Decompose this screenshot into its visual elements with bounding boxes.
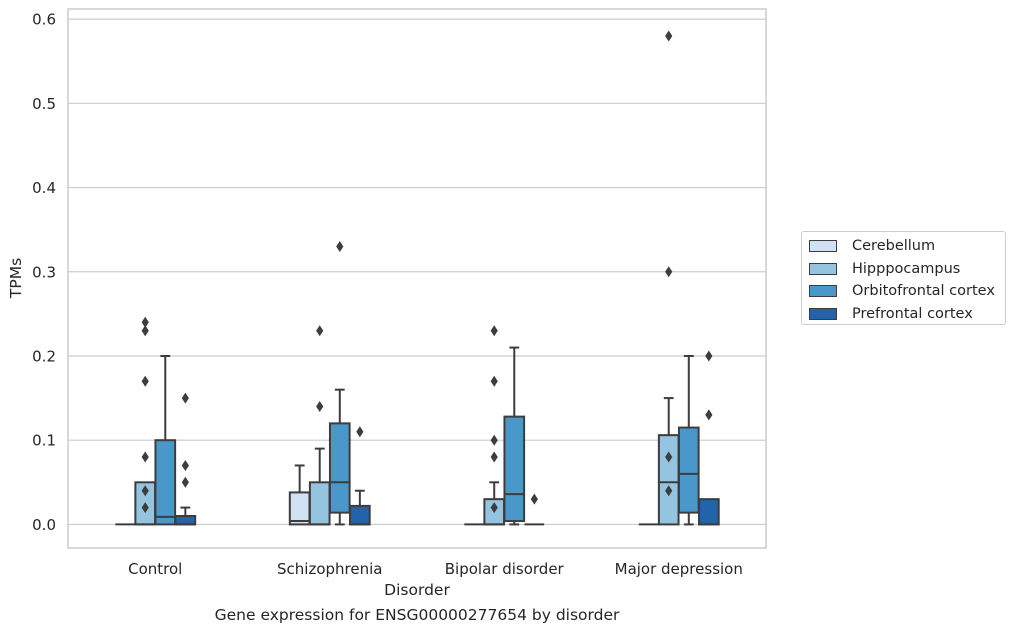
y-axis-label: TPMs (7, 258, 25, 299)
box-orbitofrontal-cortex (503, 346, 526, 526)
outlier-point (665, 30, 673, 42)
outlier-point (181, 392, 189, 404)
box-body (503, 415, 526, 523)
outlier-point (141, 325, 149, 337)
x-tick-label: Major depression (615, 560, 743, 578)
legend-item: Prefrontal cortex (809, 303, 1005, 326)
outlier-point (490, 451, 498, 463)
legend-swatch (809, 308, 837, 321)
outlier-point (530, 493, 538, 505)
y-tick-label: 0.6 (32, 11, 56, 29)
box-body (288, 491, 311, 526)
box-prefrontal-cortex (174, 392, 197, 526)
outlier-point (665, 485, 673, 497)
y-tick-label: 0.2 (32, 347, 56, 365)
legend-swatch (809, 285, 837, 298)
outlier-point (141, 375, 149, 387)
outlier-point (490, 434, 498, 446)
outlier-point (316, 325, 324, 337)
legend-label: Orbitofrontal cortex (852, 283, 995, 300)
x-tick-label: Schizophrenia (277, 560, 382, 578)
outlier-point (490, 325, 498, 337)
legend-label: Hipppocampus (852, 260, 961, 277)
outlier-point (141, 451, 149, 463)
outlier-point (141, 316, 149, 328)
outlier-point (665, 451, 673, 463)
box-prefrontal-cortex (698, 350, 720, 526)
outlier-point (141, 485, 149, 497)
x-tick-label: Control (128, 560, 182, 578)
box-body (308, 481, 331, 526)
outlier-point (705, 350, 713, 362)
box-body (657, 434, 680, 526)
legend-item: Cerebellum (809, 235, 1005, 258)
box-prefrontal-cortex (349, 426, 371, 526)
legend-label: Prefrontal cortex (852, 306, 973, 323)
box-orbitofrontal-cortex (154, 354, 177, 526)
legend-item: Orbitofrontal cortex (809, 280, 1005, 303)
y-tick-label: 0.1 (32, 432, 56, 450)
box-body (698, 498, 720, 526)
box-cerebellum (288, 464, 311, 526)
outlier-point (336, 240, 344, 252)
box-hipppocampus (308, 325, 331, 526)
outlier-point (665, 266, 673, 278)
box-body (677, 426, 700, 514)
grid-lines (68, 18, 766, 526)
axes: 0.0 0.1 0.2 0.3 0.4 0.5 0.6 Control Schizophreni… (32, 8, 767, 578)
legend-swatch (809, 262, 837, 275)
y-tick-label: 0.5 (32, 95, 56, 113)
y-tick-label: 0.0 (32, 516, 56, 534)
x-axis-label: Disorder (384, 581, 450, 599)
outlier-point (181, 459, 189, 471)
legend-swatch (809, 240, 837, 253)
axis-labels: Disorder TPMs (7, 258, 450, 599)
outlier-point (316, 401, 324, 413)
y-tick-label: 0.3 (32, 263, 56, 281)
box-body (349, 504, 371, 526)
plot-frame (67, 8, 767, 549)
legend: Cerebellum Hipppocampus Orbitofrontal cort… (801, 231, 1006, 325)
legend-item: Hipppocampus (809, 258, 1005, 281)
legend-label: Cerebellum (852, 238, 936, 255)
box-prefrontal-cortex (524, 493, 545, 526)
outlier-point (356, 426, 364, 438)
outlier-point (490, 502, 498, 514)
y-tick-label: 0.4 (32, 179, 56, 197)
box-hipppocampus (483, 325, 506, 526)
box-orbitofrontal-cortex (328, 240, 351, 526)
box-body (328, 422, 351, 514)
outlier-point (181, 476, 189, 488)
outlier-point (141, 502, 149, 514)
outlier-point (705, 409, 713, 421)
box-hipppocampus (134, 316, 157, 526)
x-tick-label: Bipolar disorder (445, 560, 565, 578)
box-body (154, 439, 177, 526)
box-hipppocampus (657, 30, 680, 526)
box-orbitofrontal-cortex (677, 354, 700, 526)
outlier-point (490, 375, 498, 387)
chart-caption: Gene expression for ENSG00000277654 by d… (214, 606, 620, 624)
box-body (174, 514, 197, 526)
boxes (115, 30, 720, 526)
